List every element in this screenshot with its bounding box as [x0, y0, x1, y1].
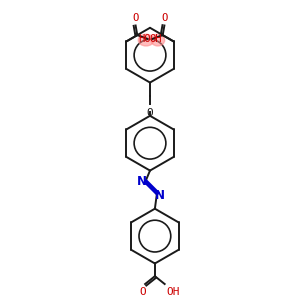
Text: O: O	[133, 13, 139, 22]
Text: O: O	[140, 287, 146, 297]
Text: N: N	[155, 188, 165, 202]
Ellipse shape	[151, 34, 165, 46]
Text: O: O	[147, 108, 153, 118]
Text: O: O	[161, 13, 167, 22]
Text: N: N	[137, 175, 147, 188]
Text: OH: OH	[167, 287, 180, 297]
Ellipse shape	[138, 34, 154, 46]
Text: HO: HO	[138, 34, 151, 44]
Text: OH: OH	[149, 34, 162, 44]
